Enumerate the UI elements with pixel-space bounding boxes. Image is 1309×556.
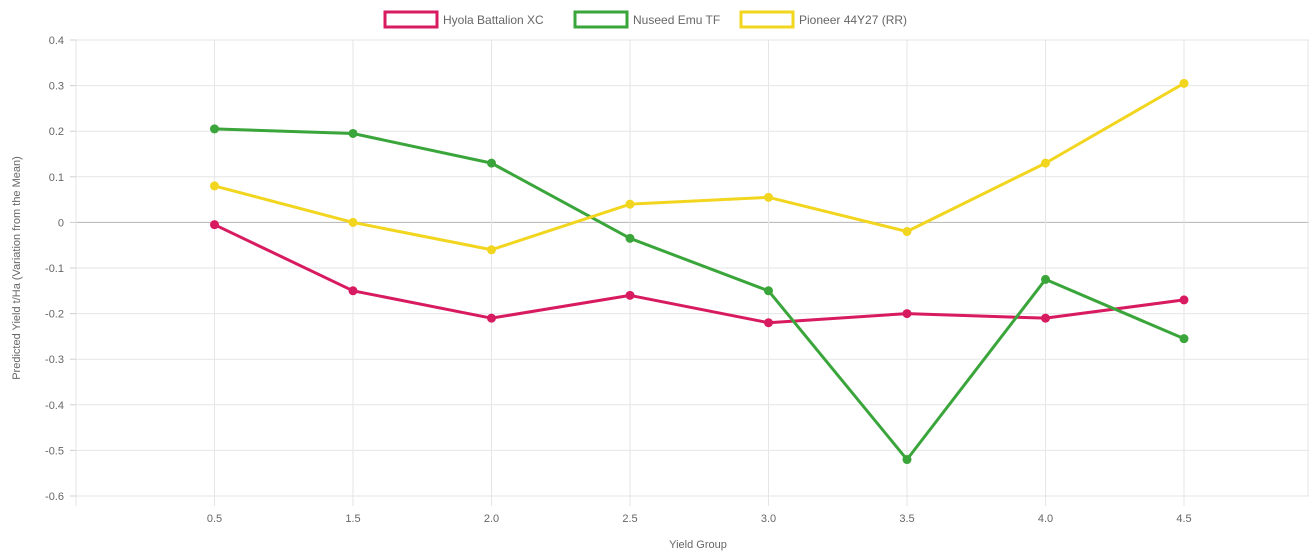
legend: Hyola Battalion XC Nuseed Emu TF Pioneer 4… (383, 10, 907, 29)
data-point[interactable] (1179, 334, 1189, 344)
data-point[interactable] (1179, 295, 1189, 305)
data-point[interactable] (764, 286, 773, 296)
data-point[interactable] (764, 318, 773, 328)
x-tick-label: 4.0 (1038, 513, 1053, 525)
data-point[interactable] (348, 286, 358, 296)
data-point[interactable] (764, 192, 773, 202)
data-point[interactable] (1041, 313, 1050, 323)
x-axis-title: Yield Group (669, 539, 727, 551)
series-line (213, 223, 1186, 325)
data-point[interactable] (487, 158, 496, 168)
legend-item[interactable]: Hyola Battalion XC (383, 10, 544, 29)
y-tick-label: 0.3 (49, 81, 64, 93)
data-point[interactable] (210, 220, 219, 230)
data-point[interactable] (625, 199, 635, 209)
y-tick-label: 0.1 (49, 172, 64, 184)
y-tick-label: -0.5 (45, 445, 64, 457)
x-tick-label: 3.5 (899, 513, 914, 525)
y-tick-label: 0 (58, 217, 64, 229)
series-1 (210, 124, 1189, 465)
data-point[interactable] (1041, 158, 1050, 168)
y-tick-label: -0.4 (45, 400, 64, 412)
y-tick-label: -0.6 (45, 491, 64, 503)
data-point[interactable] (625, 290, 635, 300)
y-tick-label: -0.2 (45, 309, 64, 321)
data-point[interactable] (1179, 78, 1189, 88)
legend-swatch (739, 10, 795, 29)
data-point[interactable] (487, 245, 496, 255)
data-point[interactable] (487, 313, 496, 323)
data-point[interactable] (348, 128, 358, 138)
x-tick-label: 1.5 (345, 513, 360, 525)
y-axis-title: Predicted Yield t/Ha (Variation from the… (11, 156, 23, 380)
axes-layer: 0.4 0.3 0.2 0.1 0 -0.1 -0.2 -0.3 -0.4 -0.5 -0.6 0.5… (45, 35, 1192, 525)
series-layer (210, 78, 1189, 465)
legend-label: Hyola Battalion XC (443, 13, 544, 27)
y-tick-label: -0.3 (45, 354, 64, 366)
data-point[interactable] (902, 227, 912, 237)
legend-swatch (573, 10, 629, 29)
data-point[interactable] (210, 181, 219, 191)
y-tick-label: 0.4 (49, 35, 64, 47)
legend-label: Pioneer 44Y27 (RR) (799, 13, 907, 27)
legend-label: Nuseed Emu TF (633, 13, 720, 27)
series-2 (210, 78, 1189, 255)
x-tick-label: 4.5 (1176, 513, 1191, 525)
grid-layer (75, 39, 1309, 506)
data-point[interactable] (1041, 274, 1050, 284)
x-tick-label: 3.0 (761, 513, 776, 525)
data-point[interactable] (902, 455, 912, 465)
series-line (213, 127, 1186, 462)
legend-item[interactable]: Nuseed Emu TF (573, 10, 720, 29)
data-point[interactable] (625, 233, 635, 243)
x-tick-label: 2.5 (622, 513, 637, 525)
series-0 (210, 220, 1189, 328)
data-point[interactable] (348, 217, 358, 227)
series-line (213, 81, 1186, 252)
data-point[interactable] (902, 309, 912, 319)
legend-item[interactable]: Pioneer 44Y27 (RR) (739, 10, 907, 29)
y-tick-label: 0.2 (49, 126, 64, 138)
y-tick-label: -0.1 (45, 263, 64, 275)
x-tick-label: 2.0 (484, 513, 499, 525)
legend-swatch (383, 10, 439, 29)
x-tick-label: 0.5 (207, 513, 222, 525)
data-point[interactable] (210, 124, 219, 134)
